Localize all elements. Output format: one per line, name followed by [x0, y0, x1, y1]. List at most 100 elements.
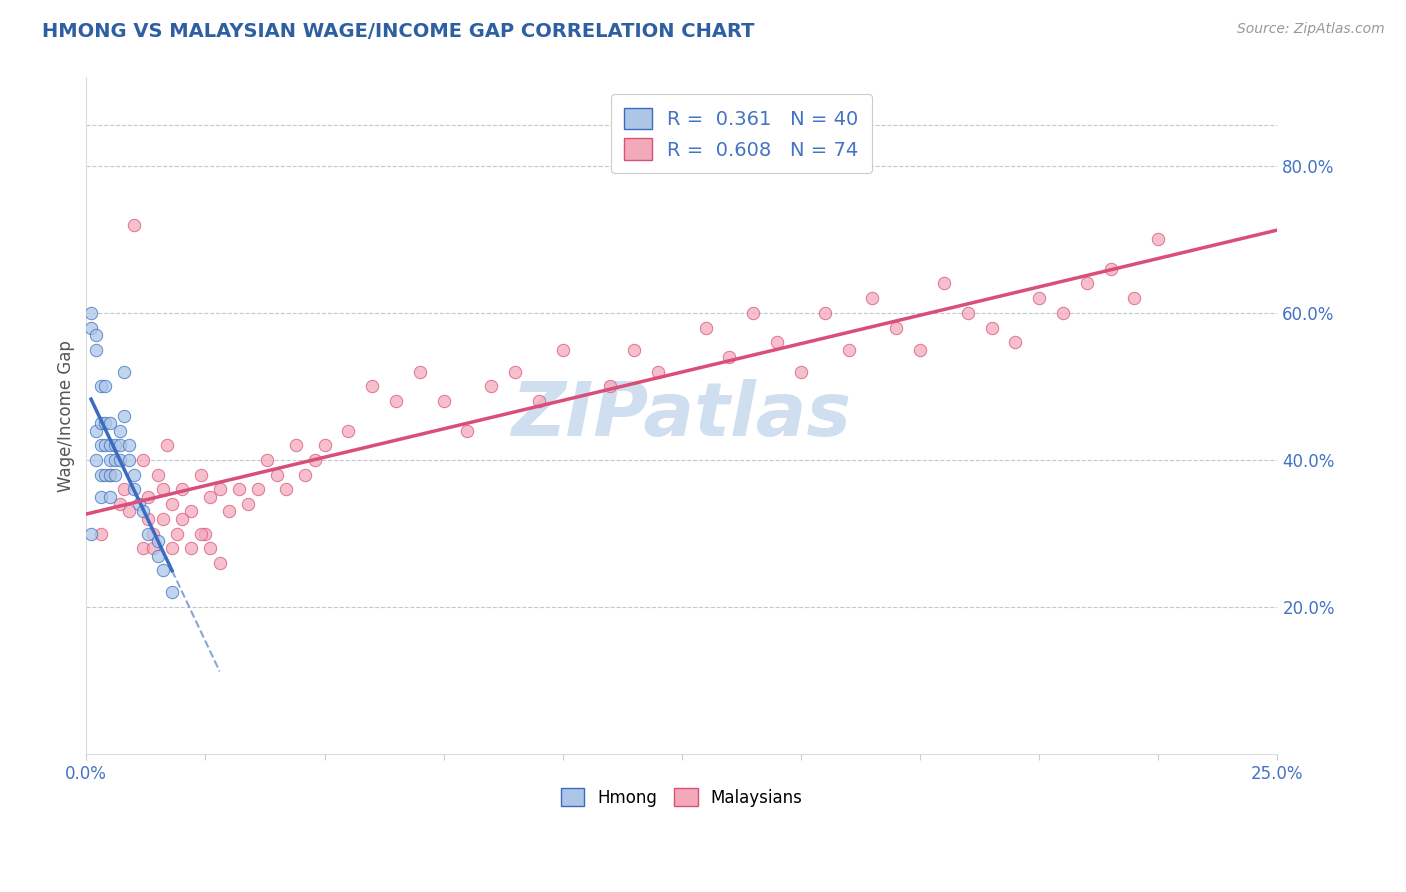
Point: [112, 365, 135, 379]
Point: [266, 467, 288, 482]
Point: [385, 394, 408, 409]
Y-axis label: Wage/Income Gap: Wage/Income Gap: [58, 340, 75, 491]
Point: [98, 453, 121, 467]
Point: [198, 490, 221, 504]
Point: [146, 549, 169, 563]
Point: [80, 320, 103, 334]
Point: [156, 438, 179, 452]
Point: [104, 438, 127, 452]
Point: [527, 394, 550, 409]
Point: [742, 306, 765, 320]
Point: [1147, 232, 1170, 246]
Point: [118, 453, 141, 467]
Point: [94, 467, 117, 482]
Point: [160, 497, 183, 511]
Point: [90, 526, 112, 541]
Point: [276, 483, 298, 497]
Point: [1028, 291, 1050, 305]
Point: [256, 453, 278, 467]
Point: [790, 365, 813, 379]
Point: [136, 512, 159, 526]
Point: [180, 541, 202, 556]
Text: HMONG VS MALAYSIAN WAGE/INCOME GAP CORRELATION CHART: HMONG VS MALAYSIAN WAGE/INCOME GAP CORRE…: [42, 22, 755, 41]
Point: [599, 379, 621, 393]
Point: [294, 467, 316, 482]
Point: [1076, 277, 1098, 291]
Point: [170, 483, 193, 497]
Point: [122, 218, 145, 232]
Point: [766, 335, 789, 350]
Point: [98, 467, 121, 482]
Point: [1123, 291, 1146, 305]
Point: [94, 379, 117, 393]
Point: [84, 343, 107, 357]
Point: [956, 306, 979, 320]
Point: [98, 438, 121, 452]
Point: [1052, 306, 1074, 320]
Point: [1099, 261, 1122, 276]
Point: [98, 416, 121, 430]
Point: [98, 467, 121, 482]
Point: [695, 320, 717, 334]
Point: [1004, 335, 1026, 350]
Point: [90, 379, 112, 393]
Point: [208, 483, 231, 497]
Point: [132, 453, 155, 467]
Point: [94, 438, 117, 452]
Point: [166, 526, 188, 541]
Point: [122, 467, 145, 482]
Point: [314, 438, 336, 452]
Point: [932, 277, 955, 291]
Point: [122, 483, 145, 497]
Point: [146, 467, 169, 482]
Point: [647, 365, 669, 379]
Point: [860, 291, 883, 305]
Point: [112, 409, 135, 423]
Point: [160, 541, 183, 556]
Point: [80, 306, 103, 320]
Text: ZIPatlas: ZIPatlas: [512, 379, 852, 452]
Point: [152, 483, 174, 497]
Point: [108, 453, 131, 467]
Point: [238, 497, 260, 511]
Point: [118, 438, 141, 452]
Point: [456, 424, 478, 438]
Point: [84, 424, 107, 438]
Point: [90, 467, 112, 482]
Point: [108, 424, 131, 438]
Point: [84, 453, 107, 467]
Point: [160, 585, 183, 599]
Point: [908, 343, 931, 357]
Point: [479, 379, 502, 393]
Point: [228, 483, 250, 497]
Point: [337, 424, 360, 438]
Point: [551, 343, 574, 357]
Point: [98, 490, 121, 504]
Point: [980, 320, 1002, 334]
Point: [84, 327, 107, 342]
Point: [152, 563, 174, 577]
Point: [194, 526, 217, 541]
Point: [136, 490, 159, 504]
Point: [104, 467, 127, 482]
Point: [180, 504, 202, 518]
Point: [108, 438, 131, 452]
Point: [838, 343, 860, 357]
Point: [108, 497, 131, 511]
Point: [90, 438, 112, 452]
Point: [208, 556, 231, 570]
Point: [814, 306, 837, 320]
Point: [503, 365, 526, 379]
Point: [118, 504, 141, 518]
Point: [80, 526, 103, 541]
Point: [304, 453, 326, 467]
Point: [361, 379, 384, 393]
Point: [170, 512, 193, 526]
Point: [128, 497, 150, 511]
Point: [284, 438, 307, 452]
Point: [146, 533, 169, 548]
Point: [90, 416, 112, 430]
Point: [142, 526, 165, 541]
Point: [190, 526, 212, 541]
Point: [94, 416, 117, 430]
